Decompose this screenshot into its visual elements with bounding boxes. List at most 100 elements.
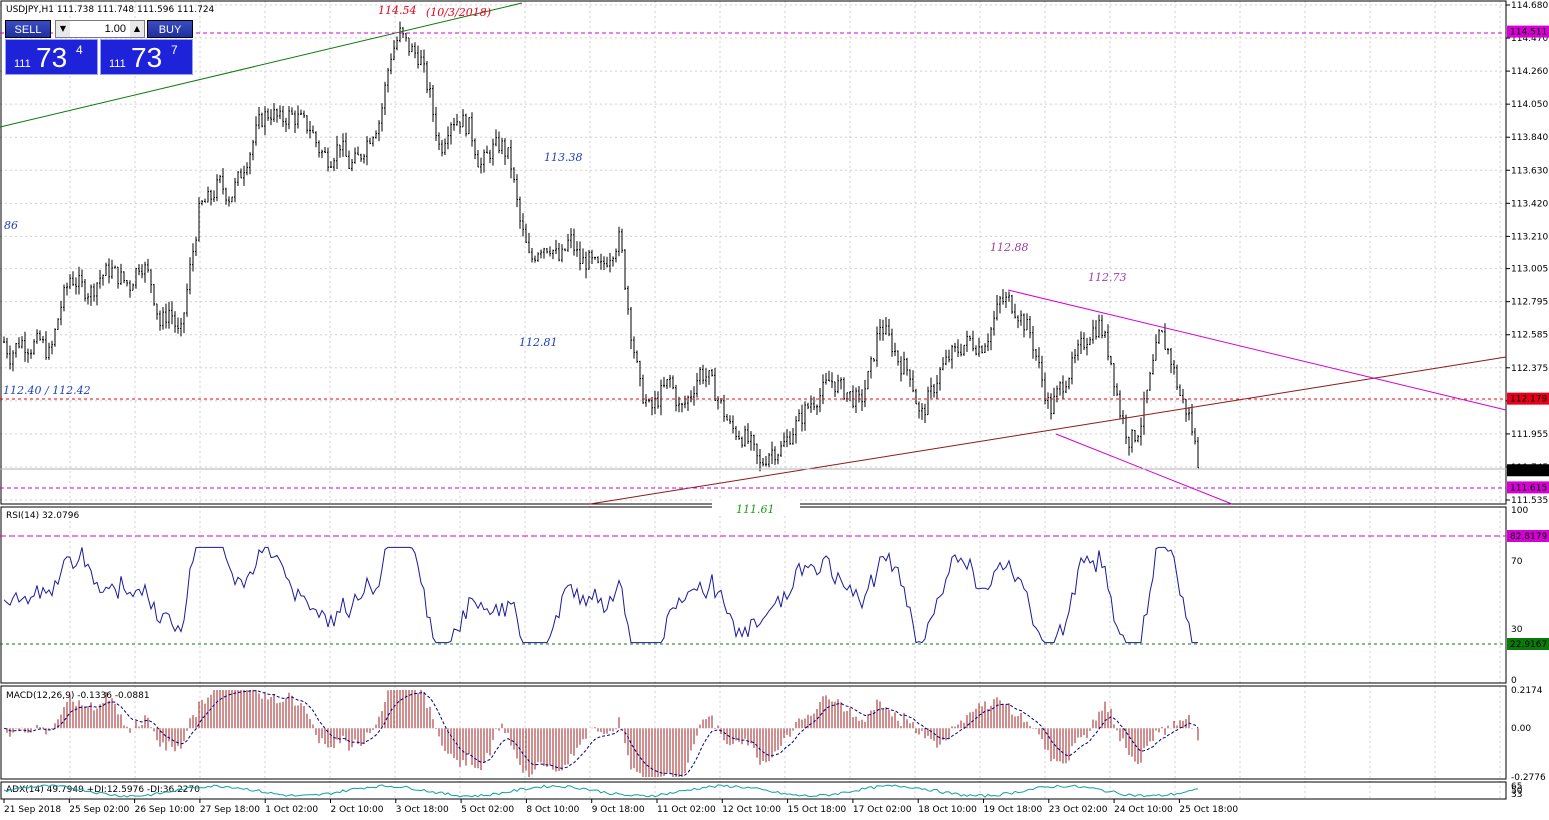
rsi-label: RSI(14) 32.0796: [6, 511, 79, 521]
rsi-tick-label: 100: [1511, 506, 1528, 516]
price-tick-label: 112.795: [1511, 298, 1548, 308]
macd-tick-label: -0.2776: [1511, 773, 1546, 783]
annot-111-61: 111.61: [736, 503, 775, 516]
time-tick-label: 9 Oct 18:00: [592, 805, 645, 815]
rsi-line: [3, 546, 1198, 644]
macd-panel-frame: [0, 685, 1507, 780]
price-badge-label: 111.615: [1510, 483, 1547, 493]
price-badge: [1507, 481, 1549, 494]
adx-tick-label: 50: [1511, 786, 1523, 796]
main-panel-frame: [0, 0, 1507, 505]
time-tick-label: 5 Oct 02:00: [461, 805, 514, 815]
lot-size-input[interactable]: ▼ 1.00 ▲: [55, 20, 145, 38]
time-tick-label: 23 Oct 02:00: [1049, 805, 1108, 815]
rsi-tick-label: 30: [1511, 625, 1523, 635]
annot-high-date: (10/3/2018): [426, 6, 491, 19]
time-tick-label: 3 Oct 18:00: [396, 805, 449, 815]
lot-decrease-icon[interactable]: ▼: [56, 21, 70, 37]
buy-price-small: 111: [109, 58, 126, 70]
macd-label: MACD(12,26,9) -0.1336 -0.0881: [6, 691, 150, 701]
annot-112-40: 112.40 / 112.42: [3, 384, 91, 397]
green-trendline: [0, 2, 523, 128]
time-tick-label: 15 Oct 18:00: [788, 805, 847, 815]
price-badge-label: 114.511: [1510, 28, 1547, 38]
rsi-badge: [1507, 638, 1549, 650]
adx-panel-frame: [0, 781, 1507, 800]
price-tick-label: 111.955: [1511, 430, 1548, 440]
macd-histogram: [6, 690, 1199, 777]
lot-size-value[interactable]: 1.00: [104, 23, 126, 35]
lot-increase-icon[interactable]: ▲: [130, 21, 144, 37]
price-tick-label: 113.210: [1511, 232, 1548, 242]
sell-price-small: 111: [14, 58, 31, 70]
rsi-axis: 100 70 30 0 82.8179 22.9167: [1507, 506, 1549, 686]
sell-price-sup: 4: [76, 43, 83, 57]
time-tick-label: 26 Sep 10:00: [135, 805, 195, 815]
time-tick-label: 24 Oct 10:00: [1114, 805, 1173, 815]
macd-tick-label: 0.2174: [1511, 686, 1543, 696]
rsi-badge-label: 82.8179: [1510, 532, 1547, 542]
adx-tick-label: 33: [1511, 790, 1522, 800]
annot-111-61-bg: [712, 498, 800, 516]
price-tick-label: 113.005: [1511, 265, 1548, 275]
buy-price-sup: 7: [171, 43, 178, 57]
price-tick-label: 114.680: [1511, 1, 1548, 11]
rsi-badge-label: 22.9167: [1510, 640, 1547, 650]
buy-button[interactable]: BUY: [147, 20, 193, 38]
time-tick-label: 12 Oct 10:00: [722, 805, 781, 815]
one-click-trading-panel: SELL ▼ 1.00 ▲ BUY 111 73 4 111 73 7: [5, 20, 193, 75]
time-tick-label: 1 Oct 02:00: [265, 805, 318, 815]
rsi-panel-frame: [0, 506, 1507, 684]
annot-112-81: 112.81: [519, 336, 558, 349]
macd-signal-line: [3, 690, 1199, 777]
price-axis: 114.680 114.470 114.260 114.050 113.840 113.6…: [1506, 1, 1548, 506]
time-tick-label: 27 Sep 18:00: [200, 805, 260, 815]
price-tick-label: 111.535: [1511, 496, 1548, 506]
time-tick-label: 21 Sep 2018: [4, 805, 61, 815]
macd-tick-label: 0.00: [1511, 724, 1531, 734]
price-badge: [1507, 25, 1549, 38]
magenta-upper-channel: [1007, 289, 1507, 411]
annot-112-73: 112.73: [1088, 271, 1127, 284]
price-tick-label: 113.840: [1511, 133, 1548, 143]
rsi-tick-label: 70: [1511, 557, 1523, 567]
price-tick-label: 113.420: [1511, 199, 1548, 209]
buy-price-button[interactable]: 111 73 7: [100, 39, 193, 75]
price-tick-label: 112.585: [1511, 331, 1548, 341]
annot-112-88: 112.88: [990, 241, 1029, 254]
price-badge: [1507, 464, 1549, 477]
macd-axis: 0.2174 0.00 -0.2776: [1511, 686, 1546, 783]
chart-grid: [0, 1, 1506, 800]
annot-86: 86: [4, 219, 18, 232]
adx-tick-label: 65: [1511, 782, 1522, 792]
price-badge-label: 112.179: [1510, 395, 1547, 405]
price-tick-label: 113.630: [1511, 166, 1548, 176]
adx-line: [3, 784, 1199, 798]
time-tick-label: 8 Oct 10:00: [526, 805, 579, 815]
symbol-header: USDJPY,H1 111.738 111.748 111.596 111.72…: [6, 5, 215, 15]
price-tick-label: 112.375: [1511, 364, 1548, 374]
price-badge-label: 111.724: [1510, 466, 1547, 476]
buy-price-big: 73: [131, 42, 163, 73]
sell-button[interactable]: SELL: [5, 20, 51, 38]
candlestick-bars: [3, 21, 1199, 472]
brown-support-line: [589, 356, 1507, 505]
time-tick-label: 2 Oct 10:00: [331, 805, 384, 815]
rsi-badge: [1507, 530, 1549, 542]
time-tick-label: 19 Oct 18:00: [984, 805, 1043, 815]
time-tick-label: 25 Sep 02:00: [69, 805, 129, 815]
price-badge: [1507, 392, 1549, 405]
adx-label: ADX(14) 49.7949 +DI:12.5976 -DI:36.2270: [6, 785, 200, 795]
price-tick-label: 114.260: [1511, 67, 1548, 77]
sell-price-button[interactable]: 111 73 4: [5, 39, 98, 75]
annot-113-38: 113.38: [544, 151, 583, 164]
time-tick-label: 18 Oct 10:00: [918, 805, 977, 815]
rsi-tick-label: 0: [1511, 676, 1517, 686]
time-tick-label: 17 Oct 02:00: [853, 805, 912, 815]
time-tick-label: 25 Oct 18:00: [1179, 805, 1238, 815]
time-axis: 21 Sep 2018 25 Sep 02:00 26 Sep 10:00 27 Se…: [3, 799, 1238, 815]
time-tick-label: 11 Oct 02:00: [657, 805, 716, 815]
price-tick-label: 114.470: [1511, 34, 1548, 44]
